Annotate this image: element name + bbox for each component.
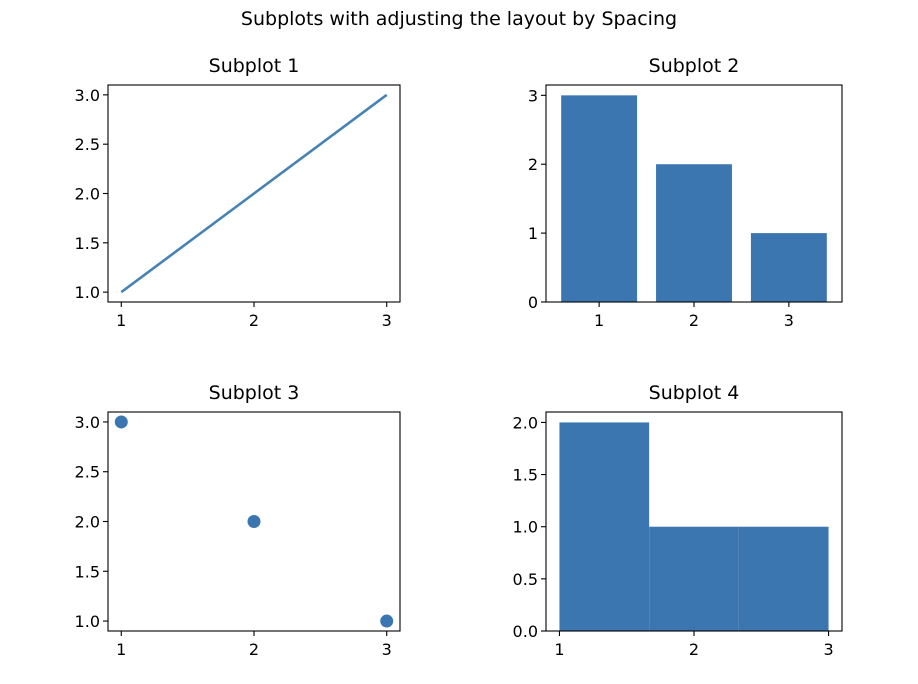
subplot-4-bin-2 bbox=[649, 526, 739, 631]
subplot-3-point-2 bbox=[247, 515, 261, 528]
subplot-2-xtick-label-2: 2 bbox=[689, 311, 699, 330]
subplot-4-bin-3 bbox=[738, 526, 829, 631]
subplot-3-ytick-label-1: 1.0 bbox=[75, 612, 100, 631]
subplot-3-ytick-label-2: 1.5 bbox=[75, 562, 100, 581]
subplot-1-ytick-label-5: 3.0 bbox=[75, 86, 100, 105]
subplot-4-xtick-label-3: 3 bbox=[823, 640, 833, 659]
subplot-3-ytick-label-3: 2.0 bbox=[75, 513, 100, 532]
subplot-3-title: Subplot 3 bbox=[209, 382, 300, 404]
subplot-1-ytick-label-1: 1.0 bbox=[75, 283, 100, 302]
subplot-2-ytick-label-2: 1 bbox=[528, 224, 538, 243]
subplot-4-ytick-label-4: 1.5 bbox=[513, 466, 538, 485]
subplot-4-ytick-label-5: 2.0 bbox=[513, 413, 538, 432]
subplot-1-ytick-label-4: 2.5 bbox=[75, 135, 100, 154]
subplot-1-xtick-label-3: 3 bbox=[382, 311, 392, 330]
subplot-4-xtick-label-2: 2 bbox=[689, 640, 699, 659]
subplot-3-xtick-label-1: 1 bbox=[116, 640, 126, 659]
subplot-3-point-1 bbox=[114, 415, 128, 429]
subplot-3-xtick-label-2: 2 bbox=[249, 640, 259, 659]
subplot-1-xtick-label-2: 2 bbox=[249, 311, 259, 330]
subplot-2-ytick-label-4: 3 bbox=[528, 86, 538, 105]
subplot-4: Subplot 4 1 2 3 0.0 0.5 1.0 1.5 2.0 bbox=[513, 382, 843, 659]
subplot-4-bin-1 bbox=[559, 422, 650, 631]
subplot-1-line-series bbox=[120, 93, 388, 294]
subplot-2-xtick-label-3: 3 bbox=[784, 311, 794, 330]
subplot-3: Subplot 3 1 2 3 1.0 1.5 2.0 2.5 3.0 bbox=[75, 382, 401, 659]
subplot-2-ytick-label-3: 2 bbox=[528, 155, 538, 174]
subplot-1: Subplot 1 1 2 3 1.0 1.5 2.0 2.5 3.0 bbox=[75, 55, 401, 330]
subplot-2: Subplot 2 1 2 3 0 1 2 3 bbox=[528, 55, 843, 330]
subplot-4-xtick-label-1: 1 bbox=[554, 640, 564, 659]
subplot-4-title: Subplot 4 bbox=[649, 382, 740, 404]
subplot-1-ytick-label-3: 2.0 bbox=[75, 185, 100, 204]
subplot-1-ytick-label-2: 1.5 bbox=[75, 234, 100, 253]
subplot-2-title: Subplot 2 bbox=[649, 55, 740, 77]
subplot-2-xtick-label-1: 1 bbox=[594, 311, 604, 330]
subplot-2-bar-1 bbox=[561, 95, 638, 302]
figure-suptitle: Subplots with adjusting the layout by Sp… bbox=[240, 8, 678, 30]
subplot-4-ytick-label-3: 1.0 bbox=[513, 518, 538, 537]
subplot-1-title: Subplot 1 bbox=[209, 55, 300, 77]
subplot-2-ytick-label-1: 0 bbox=[528, 293, 538, 312]
subplot-2-bar-2 bbox=[656, 164, 732, 302]
subplot-3-xtick-label-3: 3 bbox=[382, 640, 392, 659]
subplot-3-point-3 bbox=[380, 614, 394, 628]
subplot-3-ytick-label-4: 2.5 bbox=[75, 463, 100, 482]
subplot-1-xtick-label-1: 1 bbox=[116, 311, 126, 330]
subplot-4-ytick-label-1: 0.0 bbox=[513, 622, 538, 641]
subplot-4-ytick-label-2: 0.5 bbox=[513, 570, 538, 589]
subplot-3-ytick-label-5: 3.0 bbox=[75, 413, 100, 432]
subplot-2-bar-3 bbox=[750, 233, 827, 302]
